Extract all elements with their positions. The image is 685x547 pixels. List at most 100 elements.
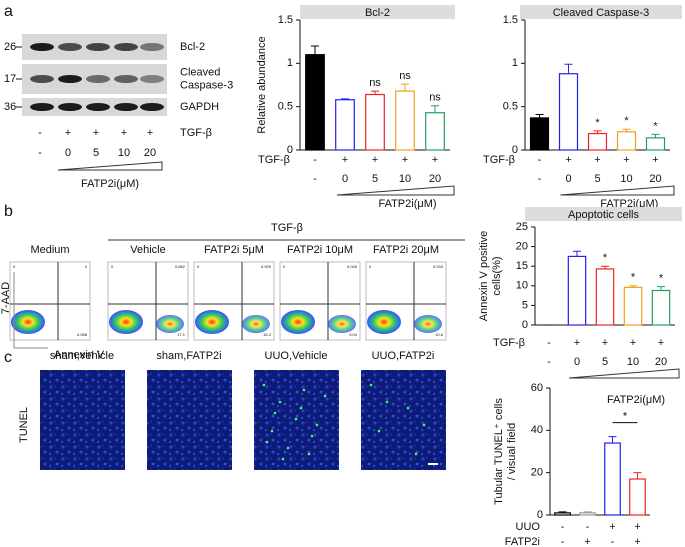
- row-name: UUO: [516, 521, 541, 533]
- wedge-label: FATP2i(μM): [607, 394, 665, 406]
- quadrant-value: 0: [369, 264, 372, 269]
- tunel-spot: [270, 429, 274, 433]
- significance: *: [624, 115, 629, 127]
- wedge: [336, 185, 455, 196]
- quadrant-value: 0: [85, 264, 88, 269]
- blot-band: [30, 103, 54, 111]
- flow-density: [195, 310, 229, 334]
- y-axis-label: cells(%): [491, 256, 503, 295]
- image-label: sham,vehicle: [50, 350, 114, 362]
- row-name: TGF-β: [180, 127, 212, 139]
- y-tick-label: 0: [537, 509, 543, 521]
- error-bar: [431, 105, 439, 113]
- tunel-spot: [307, 452, 311, 456]
- quadrant-value: 0.033: [433, 264, 444, 269]
- error-bar: [573, 250, 581, 257]
- y-tick-label: 10: [516, 280, 528, 292]
- quadrant-value: 15.2: [263, 332, 272, 337]
- tunel-spot: [278, 400, 282, 404]
- blot-band: [86, 43, 110, 51]
- y-axis-label: Annexin V positive: [478, 231, 490, 322]
- bar: [425, 112, 445, 151]
- error-bar: [657, 286, 665, 291]
- micrograph: [40, 370, 125, 470]
- row-label: -: [547, 356, 551, 368]
- row-label: 10: [627, 356, 639, 368]
- wedge-label: FATP2i(μM): [600, 198, 658, 210]
- title-box: [525, 207, 682, 221]
- bar: [604, 442, 621, 516]
- flow-xlabel: Annexin V: [54, 349, 105, 361]
- bar: [365, 93, 385, 151]
- y-axis-label: / visual field: [506, 423, 518, 480]
- row-label: -: [538, 154, 542, 166]
- tunel-spot: [281, 457, 285, 461]
- tunel-spot: [385, 400, 389, 404]
- tunel-spot: [294, 417, 298, 421]
- row-label: 5: [594, 173, 600, 185]
- flow-axes: [13, 272, 48, 349]
- flow-title: TGF-β: [271, 222, 303, 234]
- blot-band: [114, 75, 138, 83]
- significance: ns: [399, 70, 411, 82]
- blot-band: [58, 103, 82, 111]
- error-bar: [601, 265, 609, 269]
- quadrant-value: 0.662: [175, 264, 186, 269]
- group-label: FATP2i 5μM: [204, 244, 264, 256]
- y-axis-label: Relative abundance: [256, 36, 268, 133]
- error-bar: [401, 83, 409, 92]
- row-label: 0: [342, 173, 348, 185]
- row-label: -: [38, 127, 42, 139]
- bar: [335, 99, 355, 151]
- row-label: 5: [372, 173, 378, 185]
- band-label: Bcl-2: [180, 41, 205, 53]
- tunel-spot: [265, 440, 269, 444]
- error-bar: [622, 128, 631, 132]
- tunel-spot: [299, 406, 303, 410]
- row-label: -: [561, 521, 565, 533]
- tunel-spot: [377, 429, 381, 433]
- y-tick-label: 25: [516, 221, 528, 233]
- image-label: UUO,Vehicle: [265, 350, 328, 362]
- bar: [529, 117, 550, 151]
- bar: [579, 512, 596, 516]
- blot-band: [140, 103, 164, 111]
- row-label: +: [609, 521, 615, 533]
- row-name: TGF-β: [493, 337, 525, 349]
- flow-ylabel: 7-AAD: [0, 282, 12, 314]
- marker-label: 36: [4, 101, 16, 113]
- y-tick-label: 1.5: [278, 14, 293, 26]
- bar: [645, 137, 666, 151]
- chart-title: Apoptotic cells: [568, 209, 639, 221]
- row-label: 10: [118, 147, 130, 159]
- row-label: +: [342, 154, 348, 166]
- tunel-spot: [310, 434, 314, 438]
- row-label: -: [538, 173, 542, 185]
- wedge: [57, 161, 163, 171]
- y-tick-label: 0: [512, 144, 518, 156]
- quadrant-value: 0.929: [261, 264, 272, 269]
- row-label: +: [93, 127, 99, 139]
- y-tick-label: 0: [287, 144, 293, 156]
- row-label: 0: [65, 147, 71, 159]
- blot-band: [114, 103, 138, 111]
- blot-band: [30, 75, 54, 83]
- chart-title: Bcl-2: [365, 7, 390, 19]
- error-bar: [633, 472, 642, 480]
- row-label: +: [584, 536, 590, 547]
- title-box: [300, 5, 455, 19]
- tunel-spot: [422, 423, 426, 427]
- quadrant-value: 0: [13, 264, 16, 269]
- image-label: sham,FATP2i: [156, 350, 221, 362]
- significance: ns: [369, 77, 381, 89]
- micrograph: [361, 370, 446, 470]
- error-bar: [608, 436, 617, 444]
- bar: [567, 255, 587, 326]
- band-label: Caspase-3: [180, 79, 233, 91]
- row-label: +: [65, 127, 71, 139]
- blot-band: [140, 75, 164, 83]
- row-label: +: [372, 154, 378, 166]
- marker-label: 17: [4, 73, 16, 85]
- y-tick-label: 20: [516, 241, 528, 253]
